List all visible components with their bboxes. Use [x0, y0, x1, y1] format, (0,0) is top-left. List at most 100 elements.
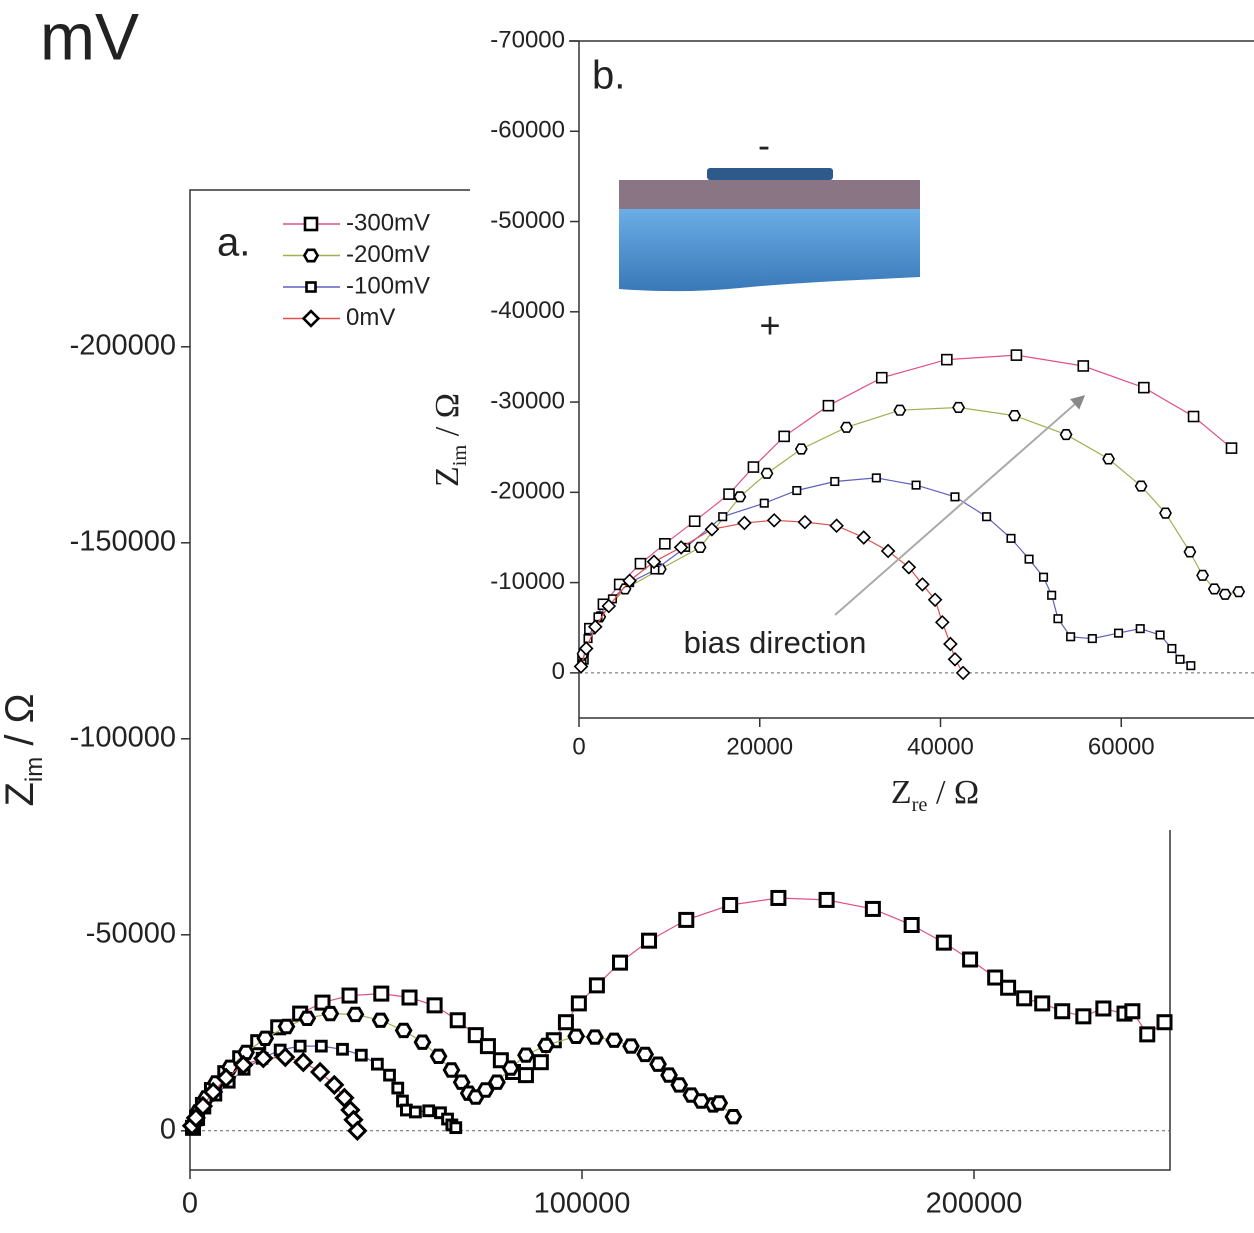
bias-arrow	[834, 395, 1086, 616]
marker	[704, 521, 720, 537]
marker	[467, 1027, 484, 1044]
marker	[578, 641, 594, 656]
marker	[950, 492, 960, 502]
marker	[622, 573, 637, 589]
marker	[718, 512, 728, 522]
marker	[401, 989, 418, 1006]
y-tick-label: -50000	[490, 207, 565, 234]
axis-label: Zre / Ω	[891, 774, 979, 816]
marker	[354, 1048, 368, 1062]
marker	[309, 1061, 331, 1083]
legend-label: -100mV	[346, 272, 430, 299]
y-tick-label: -40000	[490, 297, 565, 324]
axis-label: Zim / Ω	[429, 393, 471, 487]
marker	[1113, 628, 1124, 638]
marker	[1059, 428, 1073, 441]
marker	[298, 1010, 317, 1026]
marker	[678, 911, 695, 928]
marker	[253, 1048, 274, 1069]
marker	[532, 1054, 549, 1071]
marker	[710, 1095, 729, 1111]
marker	[829, 518, 844, 534]
marker	[1034, 995, 1051, 1012]
marker	[673, 540, 689, 555]
marker	[567, 1028, 586, 1044]
marker	[422, 1104, 436, 1118]
y-tick-label: 0	[552, 658, 565, 685]
inset-background	[470, 22, 1254, 830]
marker	[670, 1077, 689, 1093]
y-tick-label: 0	[160, 1113, 176, 1145]
marker	[588, 977, 605, 994]
axis-label-part: im	[21, 757, 48, 782]
annotation: bias direction	[684, 625, 867, 660]
marker	[413, 1034, 432, 1050]
marker	[688, 515, 701, 528]
marker	[570, 995, 587, 1012]
marker	[1225, 442, 1238, 454]
marker	[1000, 979, 1017, 996]
axis-label-part: re	[912, 794, 928, 816]
marker	[952, 401, 966, 414]
marker	[1102, 453, 1116, 465]
marker	[880, 543, 896, 559]
marker	[641, 932, 658, 949]
marker	[237, 1044, 255, 1061]
marker	[840, 421, 853, 433]
marker	[987, 969, 1004, 986]
marker	[449, 1121, 463, 1135]
marker	[1006, 533, 1016, 543]
marker	[573, 659, 589, 674]
series-line	[581, 477, 1192, 667]
marker	[693, 541, 707, 554]
marker	[373, 985, 390, 1002]
marker	[747, 461, 760, 473]
x-tick-label: 0	[182, 1188, 198, 1220]
x-tick-label: 60000	[1088, 733, 1155, 760]
axis-label-part: / Ω	[0, 693, 42, 756]
marker	[759, 498, 769, 508]
marker	[336, 1042, 349, 1056]
legend-marker	[302, 248, 320, 263]
y-tick-label: -200000	[70, 329, 176, 361]
marker	[429, 1048, 448, 1064]
marker	[449, 1012, 466, 1029]
marker	[277, 1018, 296, 1035]
marker	[488, 1074, 506, 1090]
y-tick-label: -10000	[490, 568, 565, 595]
marker	[659, 537, 671, 550]
marker	[492, 1052, 509, 1069]
marker	[185, 1107, 207, 1129]
marker	[822, 399, 835, 412]
marker	[314, 994, 331, 1011]
marker	[1054, 1003, 1071, 1020]
marker	[622, 1038, 640, 1054]
marker	[962, 951, 979, 968]
marker	[314, 1039, 328, 1053]
marker	[794, 443, 808, 455]
marker	[346, 1006, 365, 1023]
marker	[893, 404, 907, 416]
marker	[871, 473, 881, 483]
marker	[1010, 349, 1023, 361]
marker	[517, 1067, 534, 1084]
marker	[723, 488, 735, 500]
marker	[324, 1074, 345, 1096]
marker	[1138, 381, 1150, 394]
y-tick-label: -30000	[490, 387, 565, 414]
marker	[1053, 614, 1063, 624]
marker	[1156, 1014, 1173, 1031]
marker	[586, 1029, 604, 1045]
marker	[1135, 624, 1145, 634]
y-tick-label: -100000	[70, 721, 176, 753]
axis-label-part: Z	[0, 782, 42, 806]
marker	[383, 1068, 396, 1082]
plot-layer: 0-10000-20000-30000-40000-50000-60000-70…	[429, 26, 1254, 816]
marker	[1016, 990, 1033, 1007]
marker	[1207, 583, 1221, 595]
axis-label: Zim / Ω	[0, 693, 48, 806]
marker	[1159, 507, 1172, 519]
marker	[1008, 409, 1022, 422]
